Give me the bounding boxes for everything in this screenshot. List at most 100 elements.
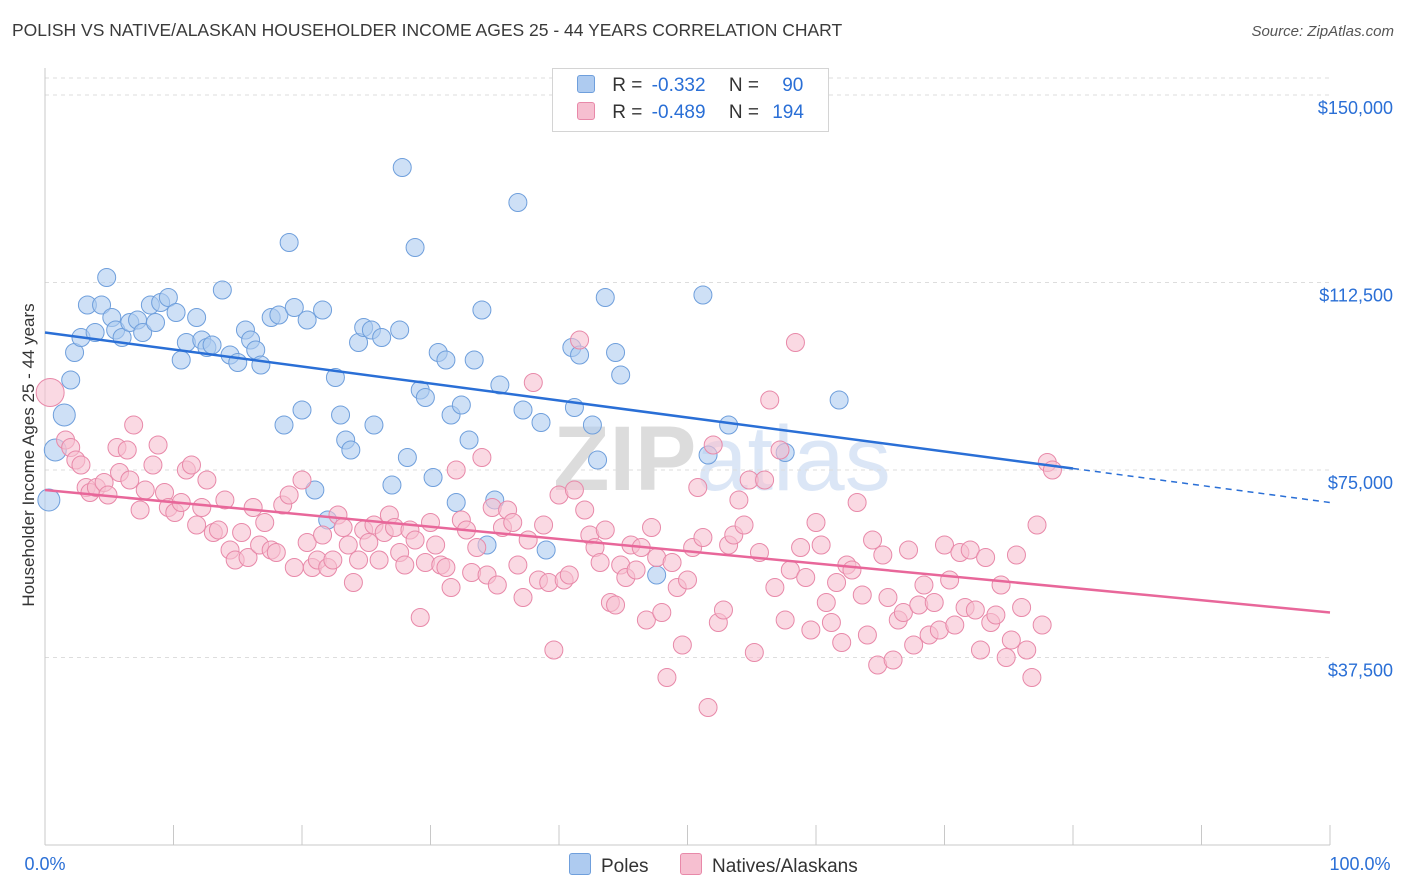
natives-point	[698, 698, 718, 717]
natives-point	[760, 390, 780, 410]
y-tick-label: $37,500	[1328, 661, 1393, 681]
natives-point	[945, 615, 965, 635]
natives-point	[349, 550, 369, 570]
natives-point	[801, 620, 821, 640]
bottom-swatch-poles	[569, 853, 591, 875]
natives-point	[487, 575, 507, 595]
poles-point	[693, 285, 713, 305]
natives-point	[642, 518, 662, 537]
natives-point	[255, 513, 275, 532]
poles-point	[158, 288, 178, 307]
y-tick-label: $112,500	[1319, 286, 1393, 306]
natives-point	[405, 530, 425, 550]
natives-point	[570, 330, 590, 350]
poles-point	[451, 395, 471, 415]
natives-point	[816, 593, 836, 612]
poles-point	[611, 365, 631, 385]
natives-point	[873, 545, 893, 565]
natives-point	[606, 595, 626, 615]
natives-point	[832, 633, 852, 652]
natives-point	[544, 640, 564, 660]
natives-point	[71, 455, 91, 475]
natives-point	[796, 568, 816, 587]
natives-point	[124, 415, 144, 435]
natives-point	[518, 530, 538, 550]
natives-point	[187, 515, 207, 535]
natives-point	[678, 570, 697, 590]
natives-point	[729, 490, 749, 510]
poles-point	[331, 405, 351, 425]
natives-point	[1032, 615, 1052, 635]
natives-trend-line	[44, 488, 1331, 614]
poles-point	[85, 323, 105, 342]
poles-point	[472, 300, 492, 320]
chart-title: POLISH VS NATIVE/ALASKAN HOUSEHOLDER INC…	[12, 20, 843, 40]
poles-point	[423, 468, 443, 487]
poles-point	[202, 335, 222, 355]
poles-point	[647, 565, 667, 585]
poles-point	[305, 480, 325, 500]
natives-point	[232, 523, 252, 542]
poles-point	[61, 370, 81, 390]
poles-point	[415, 388, 435, 407]
natives-point	[395, 555, 415, 575]
natives-point	[1022, 668, 1042, 687]
poles-point	[464, 350, 484, 370]
poles-point	[392, 158, 412, 177]
natives-point	[238, 548, 258, 567]
natives-point	[899, 540, 919, 560]
legend-swatch-natives	[577, 102, 595, 120]
natives-point	[960, 540, 980, 560]
poles-trend-line	[44, 331, 1074, 470]
legend-n-value: 90	[782, 75, 804, 96]
natives-point	[313, 525, 333, 545]
natives-point	[148, 435, 168, 455]
natives-point	[192, 498, 212, 517]
legend-r-value: -0.489	[651, 102, 706, 123]
natives-point	[688, 478, 708, 497]
natives-point	[135, 480, 155, 500]
legend-n-label: N =	[728, 75, 759, 96]
natives-point	[821, 613, 841, 632]
bottom-legend-natives: Natives/Alaskans	[680, 853, 858, 878]
natives-point	[842, 560, 862, 580]
natives-point	[878, 588, 898, 607]
bottom-legend-poles: Poles	[569, 853, 649, 878]
natives-point	[436, 558, 456, 577]
natives-point	[811, 535, 831, 555]
poles-point	[325, 368, 345, 387]
bottom-legend-label: Poles	[601, 856, 649, 877]
natives-point	[775, 610, 795, 630]
natives-point	[426, 535, 446, 555]
x-tick-label: 0.0%	[24, 854, 65, 874]
natives-point	[785, 333, 805, 352]
natives-point	[924, 593, 944, 612]
natives-point	[446, 460, 466, 480]
natives-point	[513, 588, 533, 607]
natives-point	[657, 668, 677, 687]
natives-point	[595, 520, 615, 540]
legend-r-label: R =	[612, 102, 643, 123]
legend-row-poles: R = -0.332 N = 90	[577, 75, 803, 97]
natives-point	[672, 635, 692, 655]
legend-row-natives: R = -0.489 N = 194	[577, 102, 804, 124]
natives-point	[279, 485, 299, 505]
poles-point	[446, 493, 466, 512]
natives-point	[1012, 598, 1032, 617]
natives-point	[564, 480, 584, 500]
poles-point	[390, 320, 410, 340]
poles-point	[212, 280, 232, 300]
natives-point	[965, 600, 985, 620]
natives-point	[441, 578, 461, 597]
natives-point	[297, 533, 317, 552]
source-label: Source: ZipAtlas.com	[1251, 23, 1394, 40]
natives-point	[338, 535, 358, 555]
poles-point	[92, 295, 112, 315]
natives-point	[143, 455, 163, 475]
poles-point	[279, 233, 299, 252]
natives-point	[369, 550, 389, 570]
x-tick-label: 100.0%	[1329, 854, 1390, 874]
natives-point	[703, 435, 723, 455]
poles-point	[436, 350, 456, 370]
natives-point	[181, 455, 201, 475]
